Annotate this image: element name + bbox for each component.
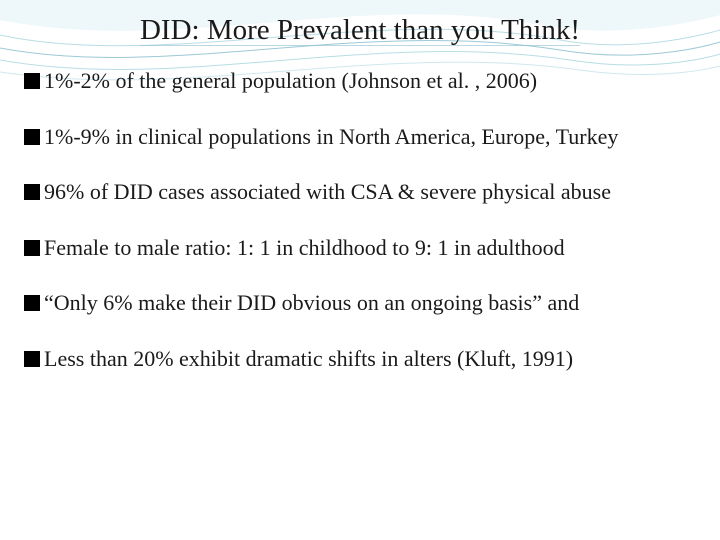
list-item: Female to male ratio: 1: 1 in childhood … <box>24 234 696 262</box>
bullet-icon <box>24 351 40 367</box>
bullet-list: 1%-2% of the general population (Johnson… <box>24 67 696 372</box>
bullet-text: 1%-9% in clinical populations in North A… <box>44 124 618 149</box>
slide-title: DID: More Prevalent than you Think! <box>24 14 696 47</box>
bullet-icon <box>24 295 40 311</box>
bullet-text: 1%-2% of the general population (Johnson… <box>44 68 537 93</box>
bullet-text: “Only 6% make their DID obvious on an on… <box>44 290 579 315</box>
list-item: 1%-9% in clinical populations in North A… <box>24 123 696 151</box>
bullet-icon <box>24 73 40 89</box>
list-item: 96% of DID cases associated with CSA & s… <box>24 178 696 206</box>
slide-content: DID: More Prevalent than you Think! 1%-2… <box>0 0 720 372</box>
bullet-text: Female to male ratio: 1: 1 in childhood … <box>44 235 565 260</box>
list-item: “Only 6% make their DID obvious on an on… <box>24 289 696 317</box>
bullet-icon <box>24 129 40 145</box>
bullet-icon <box>24 240 40 256</box>
bullet-text: 96% of DID cases associated with CSA & s… <box>44 179 611 204</box>
bullet-text: Less than 20% exhibit dramatic shifts in… <box>44 346 573 371</box>
bullet-icon <box>24 184 40 200</box>
list-item: 1%-2% of the general population (Johnson… <box>24 67 696 95</box>
list-item: Less than 20% exhibit dramatic shifts in… <box>24 345 696 373</box>
